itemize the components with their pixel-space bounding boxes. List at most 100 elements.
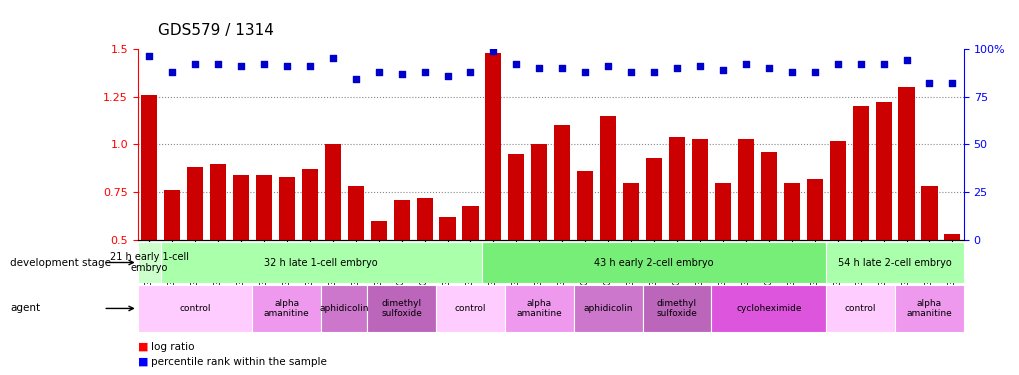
Point [439, 72, 455, 78]
Point [852, 61, 868, 67]
Bar [623, 183, 639, 240]
Point [210, 61, 226, 67]
Bar [141, 94, 157, 240]
Text: dimethyl
sulfoxide: dimethyl sulfoxide [656, 299, 697, 318]
Point [186, 61, 203, 67]
Bar [393, 200, 410, 240]
Bar [138, 285, 253, 332]
Bar [439, 217, 455, 240]
Point [324, 56, 340, 62]
Point [898, 57, 914, 63]
Point [944, 80, 960, 86]
Text: alpha
amanitine: alpha amanitine [906, 299, 952, 318]
Bar [898, 87, 914, 240]
Text: 54 h late 2-cell embryo: 54 h late 2-cell embryo [838, 258, 951, 267]
Point [302, 63, 318, 69]
Bar [599, 116, 615, 240]
Point [623, 69, 639, 75]
Point [485, 48, 501, 54]
Bar [920, 186, 936, 240]
Bar [783, 183, 799, 240]
Bar [278, 177, 294, 240]
Point [462, 69, 478, 75]
Bar [164, 190, 180, 240]
Bar [691, 139, 707, 240]
Text: alpha
amanitine: alpha amanitine [264, 299, 310, 318]
Text: control: control [844, 304, 875, 313]
Bar [186, 167, 203, 240]
Point [370, 69, 386, 75]
Bar [367, 285, 436, 332]
Point [507, 61, 524, 67]
Point [760, 65, 776, 71]
Point [577, 69, 593, 75]
Point [806, 69, 822, 75]
Text: aphidicolin: aphidicolin [319, 304, 369, 313]
Bar [825, 242, 963, 283]
Bar [253, 285, 321, 332]
Bar [553, 125, 570, 240]
Bar [668, 137, 685, 240]
Bar [324, 144, 340, 240]
Point [278, 63, 294, 69]
Bar [302, 169, 318, 240]
Bar [737, 139, 753, 240]
Bar [825, 285, 895, 332]
Text: alpha
amanitine: alpha amanitine [516, 299, 561, 318]
Bar [416, 198, 432, 240]
Bar [485, 53, 501, 240]
Point [714, 67, 731, 73]
Bar [370, 221, 386, 240]
Point [828, 61, 845, 67]
Bar [874, 102, 891, 240]
Point [668, 65, 685, 71]
Text: GDS579 / 1314: GDS579 / 1314 [158, 22, 274, 38]
Point [347, 76, 364, 82]
Bar [944, 234, 960, 240]
Text: ■: ■ [138, 342, 148, 352]
Point [691, 63, 707, 69]
Bar [462, 206, 478, 240]
Bar [642, 285, 711, 332]
Bar [577, 171, 593, 240]
Bar [232, 175, 249, 240]
Point [553, 65, 570, 71]
Text: development stage: development stage [10, 258, 111, 267]
Point [531, 65, 547, 71]
Point [783, 69, 799, 75]
Point [256, 61, 272, 67]
Bar [256, 175, 272, 240]
Point [599, 63, 615, 69]
Bar [714, 183, 731, 240]
Bar [504, 285, 573, 332]
Bar [138, 242, 161, 283]
Bar [711, 285, 825, 332]
Bar [481, 242, 825, 283]
Point [416, 69, 432, 75]
Bar [347, 186, 364, 240]
Text: agent: agent [10, 303, 41, 313]
Bar [210, 164, 226, 240]
Text: 32 h late 1-cell embryo: 32 h late 1-cell embryo [264, 258, 378, 267]
Text: log ratio: log ratio [151, 342, 195, 352]
Text: 21 h early 1-cell
embryо: 21 h early 1-cell embryо [110, 252, 189, 273]
Point [232, 63, 249, 69]
Point [645, 69, 661, 75]
Text: cycloheximide: cycloheximide [736, 304, 801, 313]
Point [920, 80, 936, 86]
Point [874, 61, 891, 67]
Bar [828, 141, 845, 240]
Point [393, 70, 410, 76]
Text: control: control [454, 304, 486, 313]
Text: percentile rank within the sample: percentile rank within the sample [151, 357, 326, 367]
Bar [161, 242, 481, 283]
Bar [507, 154, 524, 240]
Bar [852, 106, 868, 240]
Text: control: control [179, 304, 211, 313]
Point [141, 53, 157, 59]
Point [737, 61, 753, 67]
Point [164, 69, 180, 75]
Bar [435, 285, 504, 332]
Bar [760, 152, 776, 240]
Text: dimethyl
sulfoxide: dimethyl sulfoxide [381, 299, 422, 318]
